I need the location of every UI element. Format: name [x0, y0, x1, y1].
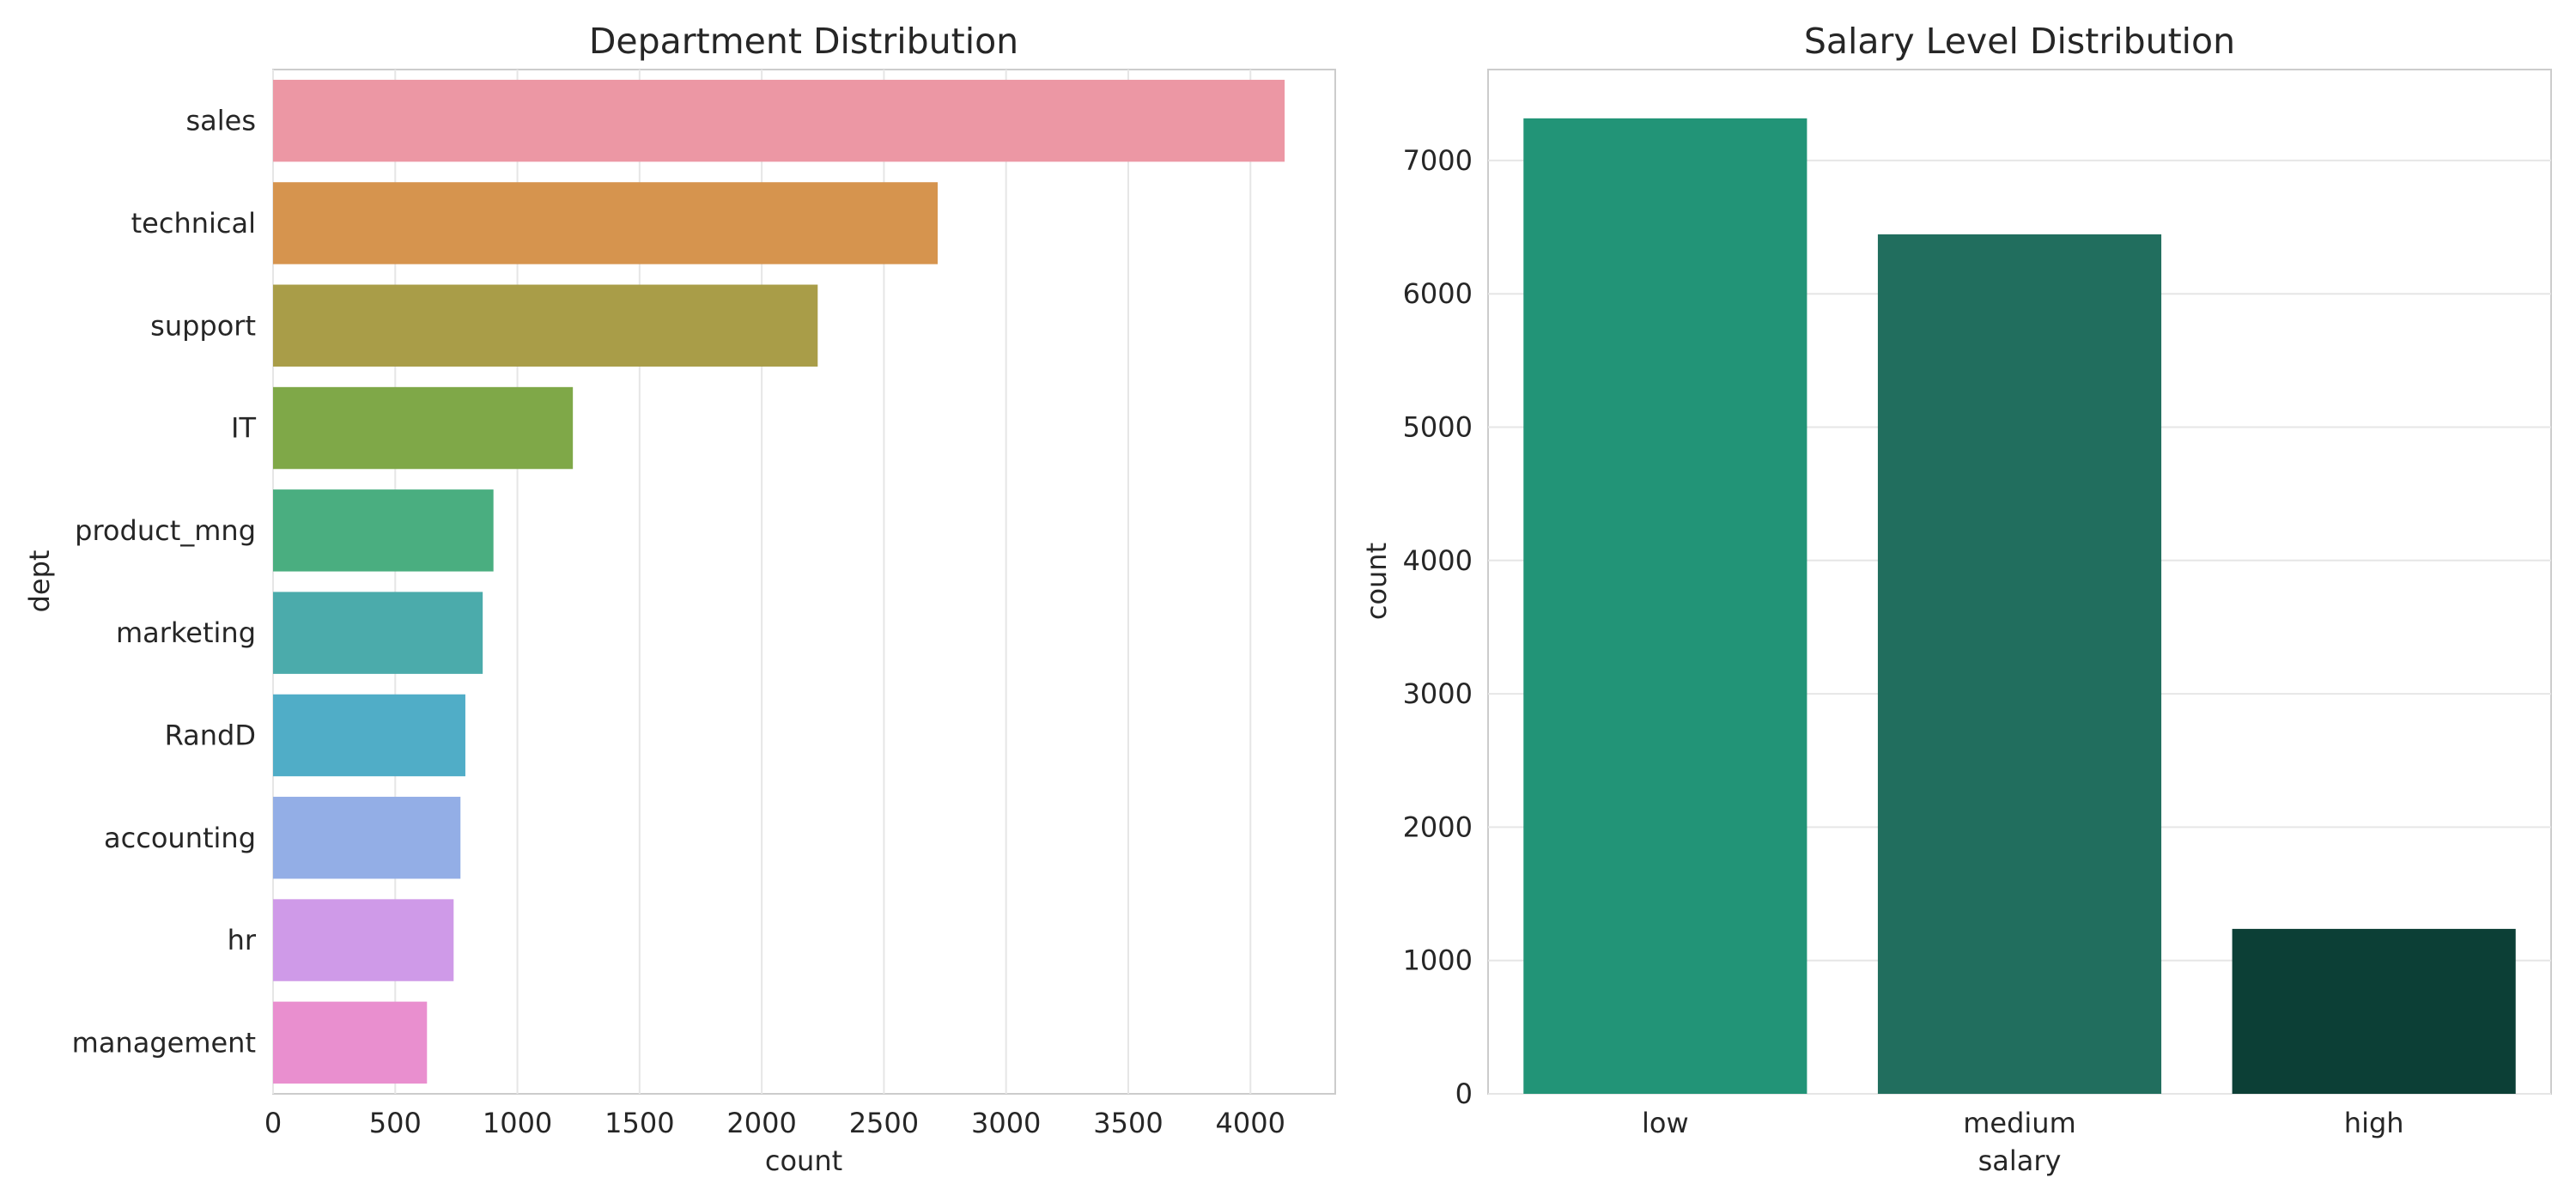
salary-chart-title: Salary Level Distribution: [1804, 21, 2235, 62]
dept-x-tick-3000: 3000: [971, 1107, 1041, 1139]
salary-y-tick-labels: 0 1000 2000 3000 4000 5000 6000 7000: [1403, 144, 1473, 1110]
dept-y-tick-support: support: [150, 309, 256, 342]
salary-y-tick-7000: 7000: [1403, 144, 1473, 177]
salary-y-tick-1000: 1000: [1403, 944, 1473, 977]
dept-y-tick-hr: hr: [228, 924, 257, 956]
salary-y-tick-5000: 5000: [1403, 411, 1473, 444]
salary-y-tick-0: 0: [1455, 1078, 1473, 1110]
dept-chart-title: Department Distribution: [589, 21, 1018, 62]
department-distribution-chart: sales technical support IT product_mngmarket…: [23, 21, 1336, 1177]
dept-bars: [273, 79, 1285, 1084]
dept-bar-randd: [273, 694, 465, 777]
dept-bar-accounting: [273, 797, 461, 879]
salary-bars: [1523, 118, 2516, 1094]
dept-x-tick-1500: 1500: [605, 1107, 674, 1139]
dept-bar-management: [273, 1001, 428, 1084]
dept-x-tick-500: 500: [369, 1107, 422, 1139]
dept-bar-technical: [273, 182, 939, 264]
dept-bar-it: [273, 386, 574, 470]
dept-bar-support: [273, 284, 818, 367]
dept-y-tick-management: management: [72, 1026, 256, 1059]
dept-x-tick-3500: 3500: [1093, 1107, 1163, 1139]
dept-bar-sales: [273, 79, 1285, 162]
dept-y-tick-labels: sales technical support IT product_mngmarket…: [72, 105, 257, 1059]
dept-y-tick-product-mng: product_mng: [75, 514, 256, 547]
dept-x-tick-4000: 4000: [1216, 1107, 1285, 1139]
dept-bar-product-mng: [273, 489, 494, 572]
dept-y-tick-it: IT: [231, 412, 256, 445]
dept-x-tick-0: 0: [264, 1107, 282, 1139]
dept-bar-hr: [273, 899, 454, 981]
dept-y-tick-sales: sales: [185, 105, 256, 137]
salary-y-tick-2000: 2000: [1403, 810, 1473, 843]
salary-y-tick-6000: 6000: [1403, 277, 1473, 310]
salary-bar-low: [1523, 118, 1807, 1094]
dept-x-tick-1000: 1000: [483, 1107, 552, 1139]
salary-bar-high: [2232, 928, 2516, 1094]
salary-x-tick-high: high: [2344, 1107, 2404, 1139]
dept-y-tick-accounting: accounting: [104, 822, 256, 854]
dept-x-tick-2000: 2000: [726, 1107, 796, 1139]
salary-level-distribution-chart: 0 1000 2000 3000 4000 5000 6000 7000 low medium h…: [1360, 21, 2552, 1177]
dept-y-tick-technical: technical: [131, 207, 256, 240]
dept-y-tick-randd: RandD: [165, 719, 256, 751]
dept-y-axis-label: dept: [23, 550, 56, 613]
salary-y-tick-4000: 4000: [1403, 544, 1473, 577]
salary-x-tick-medium: medium: [1963, 1107, 2076, 1139]
salary-y-axis-label: count: [1360, 543, 1393, 620]
salary-y-tick-3000: 3000: [1403, 677, 1473, 710]
salary-bar-medium: [1877, 234, 2162, 1094]
dept-x-axis-label: count: [765, 1144, 842, 1177]
dept-y-tick-marketing: marketing: [116, 616, 256, 649]
dept-x-tick-2500: 2500: [849, 1107, 919, 1139]
dept-bar-marketing: [273, 592, 483, 674]
dept-x-tick-labels: 0 500 1000 1500 2000 2500 3000 3500 4000: [264, 1107, 1285, 1139]
salary-x-axis-label: salary: [1978, 1144, 2062, 1177]
salary-x-tick-low: low: [1642, 1107, 1689, 1139]
salary-x-tick-labels: low medium high: [1642, 1107, 2404, 1139]
